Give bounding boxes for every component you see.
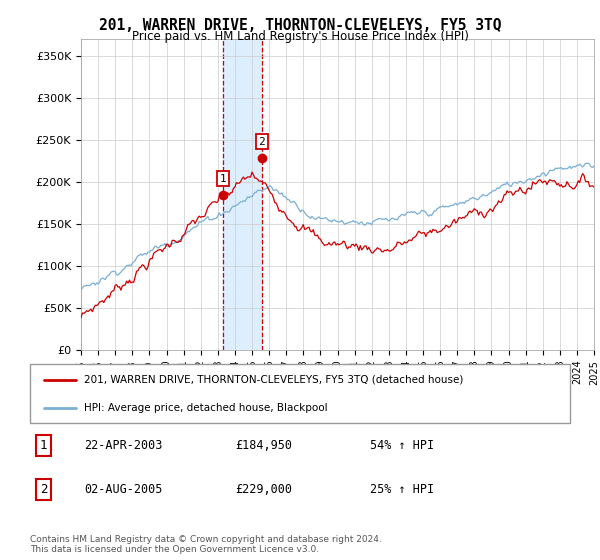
Text: £229,000: £229,000 xyxy=(235,483,292,496)
Text: HPI: Average price, detached house, Blackpool: HPI: Average price, detached house, Blac… xyxy=(84,403,328,413)
Text: 201, WARREN DRIVE, THORNTON-CLEVELEYS, FY5 3TQ: 201, WARREN DRIVE, THORNTON-CLEVELEYS, F… xyxy=(99,18,501,33)
Text: 2: 2 xyxy=(259,137,265,147)
Text: 54% ↑ HPI: 54% ↑ HPI xyxy=(370,439,434,452)
Text: 2: 2 xyxy=(40,483,47,496)
Text: 201, WARREN DRIVE, THORNTON-CLEVELEYS, FY5 3TQ (detached house): 201, WARREN DRIVE, THORNTON-CLEVELEYS, F… xyxy=(84,375,463,385)
FancyBboxPatch shape xyxy=(30,364,570,423)
Text: Contains HM Land Registry data © Crown copyright and database right 2024.
This d: Contains HM Land Registry data © Crown c… xyxy=(30,535,382,554)
Bar xyxy=(223,39,262,350)
Text: 02-AUG-2005: 02-AUG-2005 xyxy=(84,483,163,496)
Text: 1: 1 xyxy=(40,439,47,452)
Text: Price paid vs. HM Land Registry's House Price Index (HPI): Price paid vs. HM Land Registry's House … xyxy=(131,30,469,43)
Text: 25% ↑ HPI: 25% ↑ HPI xyxy=(370,483,434,496)
Text: 1: 1 xyxy=(220,174,226,184)
Text: 22-APR-2003: 22-APR-2003 xyxy=(84,439,163,452)
Text: £184,950: £184,950 xyxy=(235,439,292,452)
